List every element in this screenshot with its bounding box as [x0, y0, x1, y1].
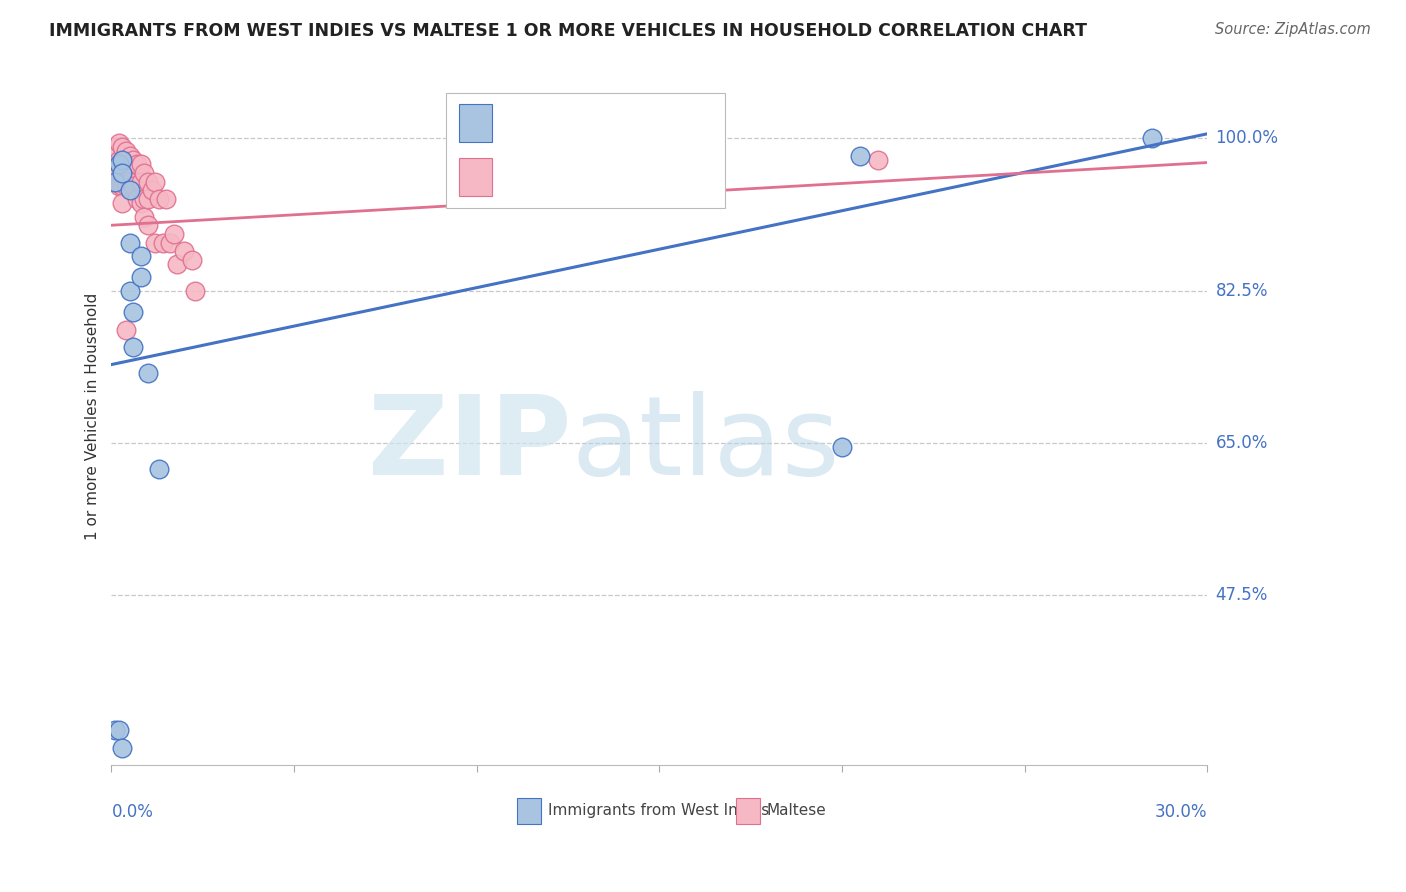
Text: ZIP: ZIP — [368, 392, 572, 498]
Point — [111, 166, 134, 180]
Point — [104, 140, 127, 154]
Point — [136, 192, 159, 206]
Point — [122, 305, 145, 319]
Point — [107, 179, 129, 194]
Y-axis label: 1 or more Vehicles in Household: 1 or more Vehicles in Household — [86, 293, 100, 541]
Point — [115, 179, 138, 194]
Text: atlas: atlas — [572, 392, 841, 498]
Point — [104, 723, 127, 738]
Point — [118, 284, 141, 298]
Point — [111, 196, 134, 211]
Point — [141, 183, 163, 197]
Point — [125, 192, 148, 206]
Point — [111, 166, 134, 180]
Point — [155, 192, 177, 206]
Point — [118, 183, 141, 197]
Point — [143, 235, 166, 250]
Point — [107, 723, 129, 738]
Point — [152, 235, 174, 250]
Point — [136, 219, 159, 233]
Point — [115, 323, 138, 337]
Text: R = 0.403   N = 47: R = 0.403 N = 47 — [505, 169, 675, 186]
Point — [118, 161, 141, 176]
Point — [122, 179, 145, 194]
Point — [111, 140, 134, 154]
FancyBboxPatch shape — [735, 797, 761, 824]
Point — [129, 270, 152, 285]
Text: 0.0%: 0.0% — [111, 804, 153, 822]
FancyBboxPatch shape — [446, 93, 725, 208]
Point — [129, 196, 152, 211]
Text: 65.0%: 65.0% — [1216, 434, 1268, 452]
Point — [484, 166, 506, 180]
Point — [111, 740, 134, 755]
Point — [107, 153, 129, 167]
Point — [107, 136, 129, 150]
Point — [111, 179, 134, 194]
Text: 100.0%: 100.0% — [1216, 129, 1278, 147]
Point — [184, 284, 207, 298]
Point — [125, 157, 148, 171]
Point — [107, 166, 129, 180]
Point — [115, 161, 138, 176]
Point — [162, 227, 184, 241]
Text: 47.5%: 47.5% — [1216, 586, 1268, 604]
Point — [122, 340, 145, 354]
FancyBboxPatch shape — [458, 158, 492, 196]
Text: Source: ZipAtlas.com: Source: ZipAtlas.com — [1215, 22, 1371, 37]
Point — [849, 148, 872, 162]
Point — [118, 148, 141, 162]
Point — [129, 249, 152, 263]
FancyBboxPatch shape — [517, 797, 541, 824]
Point — [134, 210, 156, 224]
Point — [107, 157, 129, 171]
Point — [143, 175, 166, 189]
Point — [122, 153, 145, 167]
Point — [136, 366, 159, 380]
Point — [134, 166, 156, 180]
Text: 82.5%: 82.5% — [1216, 282, 1268, 300]
Point — [1142, 131, 1164, 145]
Point — [111, 153, 134, 167]
Point — [148, 462, 170, 476]
Text: Immigrants from West Indies: Immigrants from West Indies — [547, 803, 769, 818]
Point — [104, 175, 127, 189]
Point — [104, 175, 127, 189]
Point — [173, 244, 195, 259]
Point — [111, 157, 134, 171]
Point — [118, 175, 141, 189]
Text: 30.0%: 30.0% — [1154, 804, 1208, 822]
Point — [868, 153, 890, 167]
Point — [118, 235, 141, 250]
Point — [115, 145, 138, 159]
Point — [129, 157, 152, 171]
Point — [159, 235, 181, 250]
Text: IMMIGRANTS FROM WEST INDIES VS MALTESE 1 OR MORE VEHICLES IN HOUSEHOLD CORRELATI: IMMIGRANTS FROM WEST INDIES VS MALTESE 1… — [49, 22, 1087, 40]
Text: R = 0.288   N = 19: R = 0.288 N = 19 — [505, 114, 675, 132]
Point — [134, 192, 156, 206]
Text: Maltese: Maltese — [766, 803, 827, 818]
Point — [180, 253, 202, 268]
Point — [129, 175, 152, 189]
Point — [104, 157, 127, 171]
Point — [166, 257, 188, 271]
Point — [831, 440, 853, 454]
Point — [136, 175, 159, 189]
FancyBboxPatch shape — [458, 104, 492, 143]
Point — [465, 136, 488, 150]
Point — [148, 192, 170, 206]
